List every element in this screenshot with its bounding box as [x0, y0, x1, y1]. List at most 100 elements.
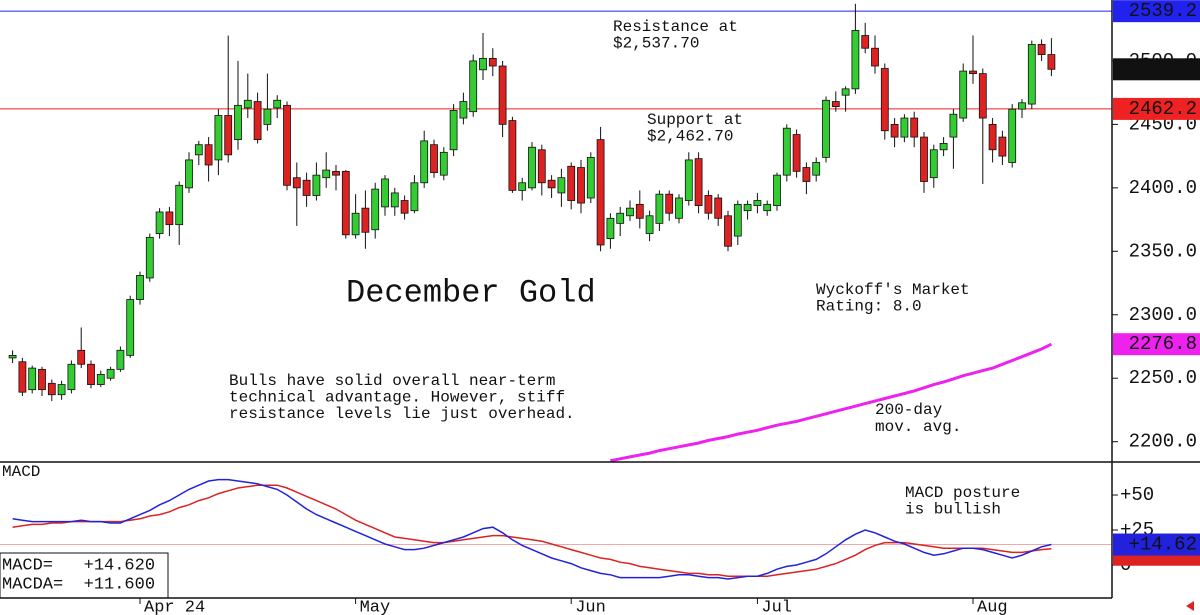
- candle-body: [743, 203, 752, 212]
- candle-body: [38, 368, 46, 391]
- candle-body: [332, 170, 340, 176]
- price-box-label: 2276.8: [1129, 333, 1197, 355]
- candle-body: [57, 384, 66, 396]
- candle-body: [920, 136, 928, 182]
- candle-body: [116, 349, 125, 370]
- candle-body: [361, 207, 370, 233]
- chart-title: December Gold: [346, 274, 596, 311]
- candle-body: [194, 144, 203, 156]
- candle-body: [890, 123, 899, 138]
- candle-body: [96, 374, 105, 385]
- candle-body: [126, 299, 135, 356]
- annotation: Rating: 8.0: [816, 298, 922, 316]
- candle-body: [371, 188, 380, 231]
- x-tick-label: Aug: [977, 598, 1008, 615]
- candle-body: [185, 159, 193, 189]
- candle-body: [67, 363, 76, 391]
- scroll-arrow: [1186, 601, 1194, 611]
- y-tick-label: 2400.0: [1129, 177, 1197, 199]
- candle-body: [312, 174, 321, 196]
- candle-body: [831, 101, 840, 108]
- macd-title: MACD: [2, 463, 40, 481]
- candle-body: [439, 151, 448, 176]
- candle-body: [165, 211, 174, 226]
- macd-box-label: +14.62: [1129, 534, 1197, 556]
- x-tick-label: Apr 24: [144, 598, 205, 615]
- candle-body: [341, 170, 350, 236]
- candle-body: [488, 57, 497, 67]
- candle-body: [773, 174, 781, 207]
- candle-body: [234, 104, 242, 141]
- candle-body: [871, 47, 879, 67]
- candle-body: [18, 361, 27, 393]
- candle-body: [929, 149, 938, 179]
- candle-body: [900, 117, 909, 138]
- y-tick-label: +50: [1120, 484, 1154, 506]
- candle-body: [273, 99, 282, 109]
- candle-body: [390, 192, 399, 208]
- candle-body: [880, 68, 889, 132]
- candle-body: [939, 143, 948, 151]
- candle-body: [420, 140, 429, 184]
- candle-body: [812, 162, 821, 176]
- price-box: [1113, 0, 1200, 23]
- candle-body: [145, 236, 154, 279]
- y-tick-label: 2350.0: [1129, 240, 1197, 262]
- candle-body: [635, 203, 644, 219]
- readout: MACD= +14.620: [2, 556, 155, 575]
- candle-body: [1027, 44, 1036, 105]
- candle-body: [106, 368, 115, 379]
- candle-body: [704, 195, 713, 214]
- candle-body: [8, 354, 17, 359]
- candle-body: [253, 101, 262, 141]
- annotation: Support at: [647, 111, 743, 129]
- readout-box: [0, 552, 169, 599]
- candle-body: [537, 149, 546, 184]
- candle-body: [469, 60, 478, 113]
- candle-body: [400, 200, 409, 214]
- candle-body: [47, 382, 56, 396]
- candle-body: [910, 117, 919, 138]
- y-tick-label: 2200.0: [1129, 431, 1197, 453]
- annotation: Wyckoff's Market: [816, 281, 970, 299]
- annotation: Bulls have solid overall near-term: [229, 372, 555, 390]
- readout: MACDA= +11.600: [2, 575, 155, 594]
- x-tick-label: May: [360, 598, 391, 615]
- candle-body: [528, 146, 536, 189]
- candle-body: [351, 212, 360, 236]
- moving-average: [610, 342, 1053, 463]
- candle-body: [567, 165, 576, 201]
- candle-body: [959, 70, 968, 119]
- series-label: mov. avg.: [875, 418, 961, 436]
- candle-body: [763, 203, 772, 212]
- annotation: resistance levels lie just overhead.: [229, 405, 575, 423]
- candle-body: [988, 123, 997, 151]
- macd-line: [12, 484, 1052, 577]
- candle-body: [782, 127, 791, 176]
- candle-body: [665, 193, 674, 214]
- price-box: [1113, 97, 1200, 120]
- candle-body: [430, 144, 438, 174]
- candle-body: [861, 35, 870, 49]
- x-tick-label: Jun: [575, 598, 606, 615]
- candle-body: [498, 65, 507, 125]
- candle-body: [410, 182, 419, 212]
- candle-body: [292, 177, 301, 189]
- series-label: 200-day: [875, 401, 943, 419]
- candle-body: [841, 88, 850, 96]
- candle-body: [322, 169, 331, 179]
- candle-body: [684, 159, 693, 201]
- annotation: MACD posture: [905, 484, 1020, 502]
- candle-body: [1037, 44, 1046, 55]
- y-tick-label: 2300.0: [1129, 304, 1197, 326]
- price-box: [1113, 58, 1200, 81]
- candle-body: [557, 177, 566, 194]
- x-tick-label: Jul: [761, 598, 792, 615]
- candle-body: [792, 134, 801, 172]
- candle-body: [675, 197, 683, 219]
- price-box-label: 2539.2: [1129, 0, 1197, 22]
- candle-body: [969, 70, 977, 75]
- candle-body: [949, 113, 958, 138]
